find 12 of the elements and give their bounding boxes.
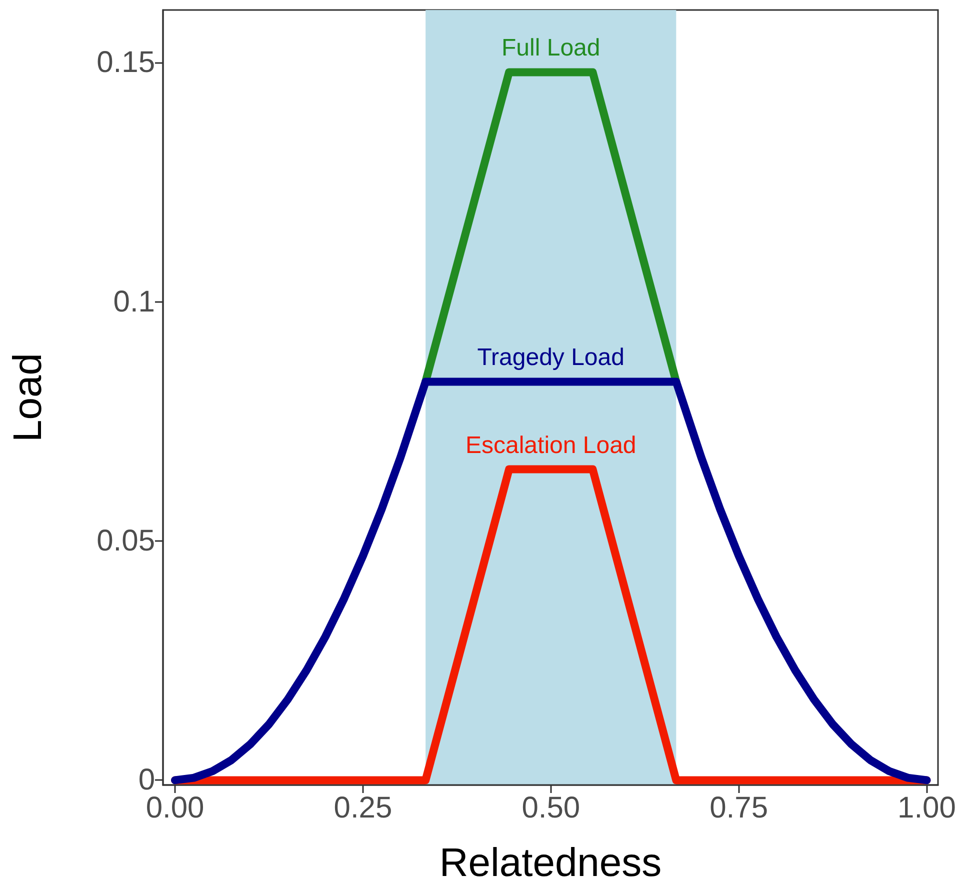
x-tick-label: 0.75 xyxy=(710,792,768,824)
y-axis-title: Load xyxy=(6,353,50,442)
x-tick-label: 0.25 xyxy=(334,792,392,824)
y-tick-label: 0.1 xyxy=(113,285,155,318)
x-tick-label: 1.00 xyxy=(898,792,956,824)
y-tick-label: 0.05 xyxy=(96,524,155,558)
x-tick-label: 0.50 xyxy=(522,792,580,824)
series-label: Escalation Load xyxy=(465,432,636,459)
y-tick-label: 0.15 xyxy=(96,46,155,80)
series-label: Tragedy Load xyxy=(477,344,624,372)
series-label: Full Load xyxy=(502,34,600,62)
x-axis-title: Relatedness xyxy=(439,841,662,885)
